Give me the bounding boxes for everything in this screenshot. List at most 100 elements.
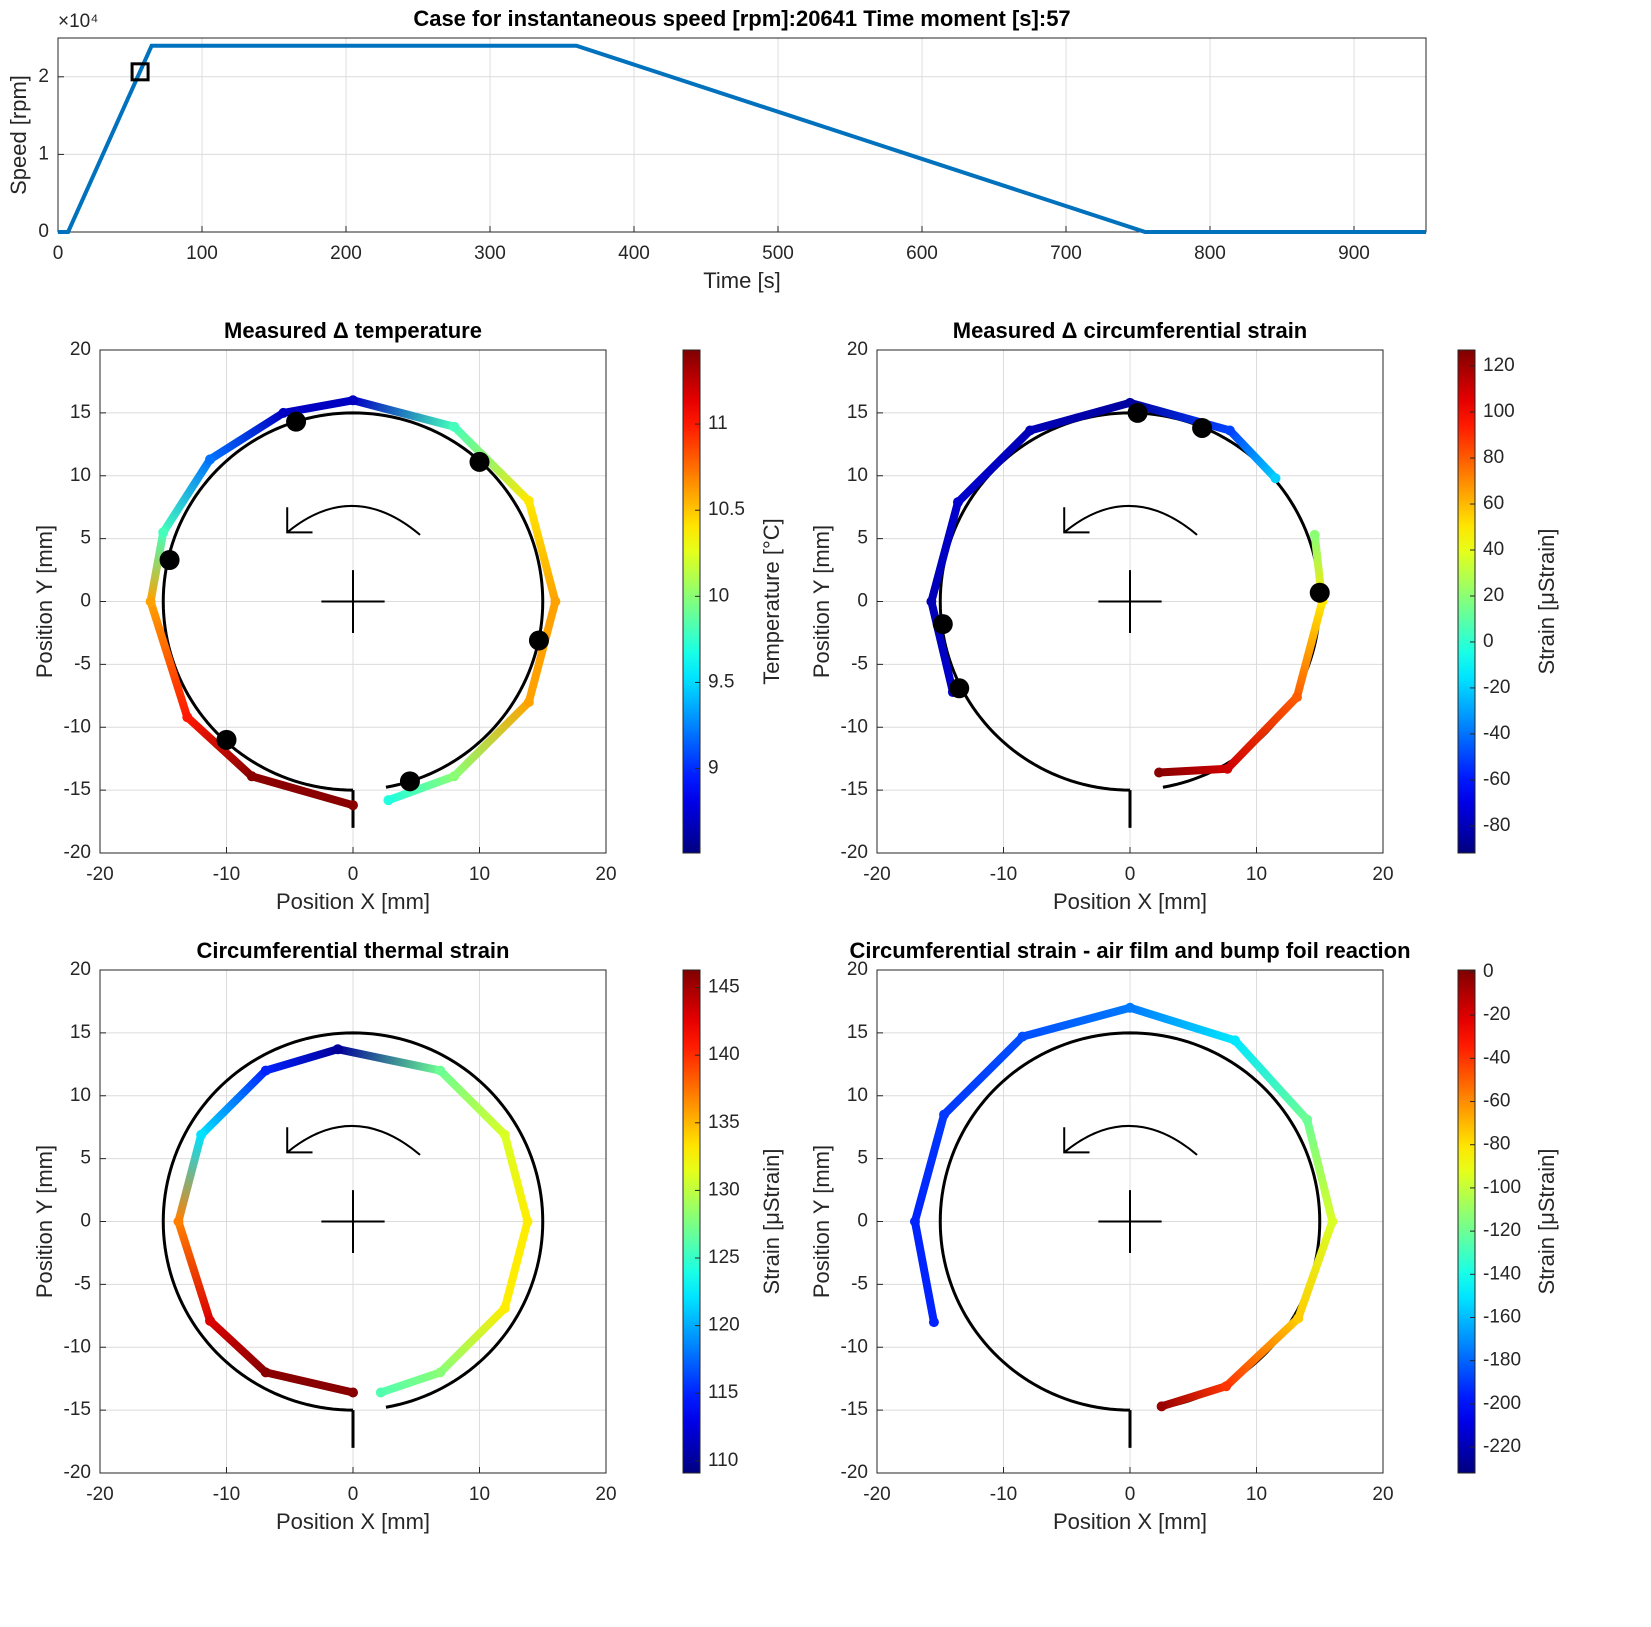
chart-title: Circumferential strain - air film and bu… <box>849 938 1410 963</box>
data-point <box>1125 1002 1135 1013</box>
y-tick-label: -15 <box>64 1399 91 1420</box>
colorbar <box>1457 349 1476 854</box>
x-tick-label: 400 <box>618 243 650 264</box>
y-tick-label: -15 <box>64 779 91 800</box>
y-tick-label: 5 <box>857 1148 868 1169</box>
data-point <box>909 1216 920 1227</box>
data-point <box>348 800 358 811</box>
arc-segment <box>500 1217 532 1313</box>
y-tick-label: 0 <box>857 591 868 612</box>
data-point <box>260 1065 271 1076</box>
data-point <box>1302 1114 1313 1125</box>
x-tick-label: -10 <box>990 1484 1017 1505</box>
y-tick-label: 5 <box>80 1148 91 1169</box>
arc-segment <box>1026 398 1134 435</box>
axes-frame <box>57 37 1427 233</box>
arc-segment <box>333 1045 445 1075</box>
arc-segment <box>1294 1217 1337 1323</box>
arc-segment <box>159 455 215 537</box>
arc-segment <box>1157 1382 1231 1411</box>
data-point <box>928 1317 939 1328</box>
colorbar-tick-label: 120 <box>1483 355 1515 376</box>
colorbar-tick-label: 9.5 <box>708 671 734 692</box>
chart-title: Circumferential thermal strain <box>197 938 510 963</box>
current-marker <box>130 62 150 82</box>
y-tick-label: 5 <box>857 528 868 549</box>
colorbar-label: Strain [μStrain] <box>1534 1149 1559 1295</box>
data-point <box>952 497 963 508</box>
colorbar-tick-label: -40 <box>1483 723 1510 744</box>
data-point <box>499 1303 510 1314</box>
arc-segment <box>174 1130 206 1226</box>
axes-frame <box>99 349 607 854</box>
arc-segment <box>953 426 1035 507</box>
x-axis-label: Position X [mm] <box>1053 889 1207 914</box>
data-point <box>332 1044 343 1055</box>
colorbar-tick-label: -80 <box>1483 1134 1510 1155</box>
arc-segment <box>450 422 533 505</box>
y-tick-label: 20 <box>847 959 868 980</box>
rotation-arrow <box>1063 504 1198 536</box>
x-tick-label: 20 <box>595 864 616 885</box>
colorbar-tick-label: 130 <box>708 1179 740 1200</box>
x-tick-label: 20 <box>1372 1484 1393 1505</box>
y-tick-label: -15 <box>841 1399 868 1420</box>
sensor <box>1309 582 1330 603</box>
colorbar-tick-label: 11 <box>708 413 728 434</box>
x-tick-label: 0 <box>1125 864 1136 885</box>
data-point <box>1229 1035 1240 1046</box>
x-tick-label: 0 <box>348 864 359 885</box>
y-tick-label: -5 <box>851 653 868 674</box>
data-point <box>182 712 193 723</box>
x-tick-label: -20 <box>86 864 113 885</box>
colorbar-tick-label: 145 <box>708 977 740 998</box>
arc-segment <box>261 1045 342 1075</box>
y-tick-label: 2 <box>38 66 49 87</box>
colorbar-tick-label: 60 <box>1483 493 1504 514</box>
colorbar-tick-label: 125 <box>708 1247 740 1268</box>
chart-title: Measured Δ circumferential strain <box>953 318 1308 343</box>
arc-segment <box>1292 597 1327 702</box>
center-cross <box>1098 1190 1162 1253</box>
colorbar-tick-label: -60 <box>1483 1091 1510 1112</box>
colorbar-label: Temperature [°C] <box>759 518 784 685</box>
data-point <box>246 771 257 782</box>
y-tick-label: 10 <box>847 465 868 486</box>
arc-segment <box>436 1066 509 1139</box>
rotation-arrow <box>286 504 421 536</box>
y-tick-label: 20 <box>70 959 91 980</box>
data-point <box>205 454 216 465</box>
y-tick-label: -10 <box>64 716 91 737</box>
y-tick-label: 10 <box>847 1085 868 1106</box>
colorbar-tick-label: 140 <box>708 1044 740 1065</box>
arc-segment <box>450 698 533 781</box>
sensor <box>286 411 307 432</box>
data-point <box>522 1216 533 1227</box>
colorbar-tick-label: 40 <box>1483 539 1504 560</box>
arc-segment <box>1303 1115 1337 1226</box>
y-tick-label: -5 <box>74 653 91 674</box>
x-tick-label: -10 <box>990 864 1017 885</box>
chart-title: Case for instantaneous speed [rpm]:20641… <box>413 6 1070 31</box>
colorbar-tick-label: -220 <box>1483 1436 1521 1457</box>
colorbar-tick-label: 20 <box>1483 585 1504 606</box>
colorbar <box>682 349 701 854</box>
arc-segment <box>1222 1314 1303 1391</box>
data-point <box>1025 425 1036 436</box>
x-axis-label: Position X [mm] <box>276 889 430 914</box>
arc-segment <box>1018 1003 1134 1041</box>
data-point <box>375 1387 386 1398</box>
arc-segment <box>1126 1003 1239 1045</box>
colorbar-tick-label: 110 <box>708 1450 738 1471</box>
x-tick-label: -20 <box>863 1484 890 1505</box>
x-tick-label: 10 <box>1246 1484 1267 1505</box>
data-point <box>196 1129 207 1140</box>
arc-segment <box>206 1316 270 1377</box>
y-axis-label: Position Y [mm] <box>809 1145 834 1298</box>
y-tick-label: 20 <box>70 339 91 360</box>
data-point <box>1293 1313 1304 1324</box>
colorbar-tick-label: 120 <box>708 1315 740 1336</box>
y-tick-label: 15 <box>70 1022 91 1043</box>
data-point <box>1017 1031 1028 1042</box>
